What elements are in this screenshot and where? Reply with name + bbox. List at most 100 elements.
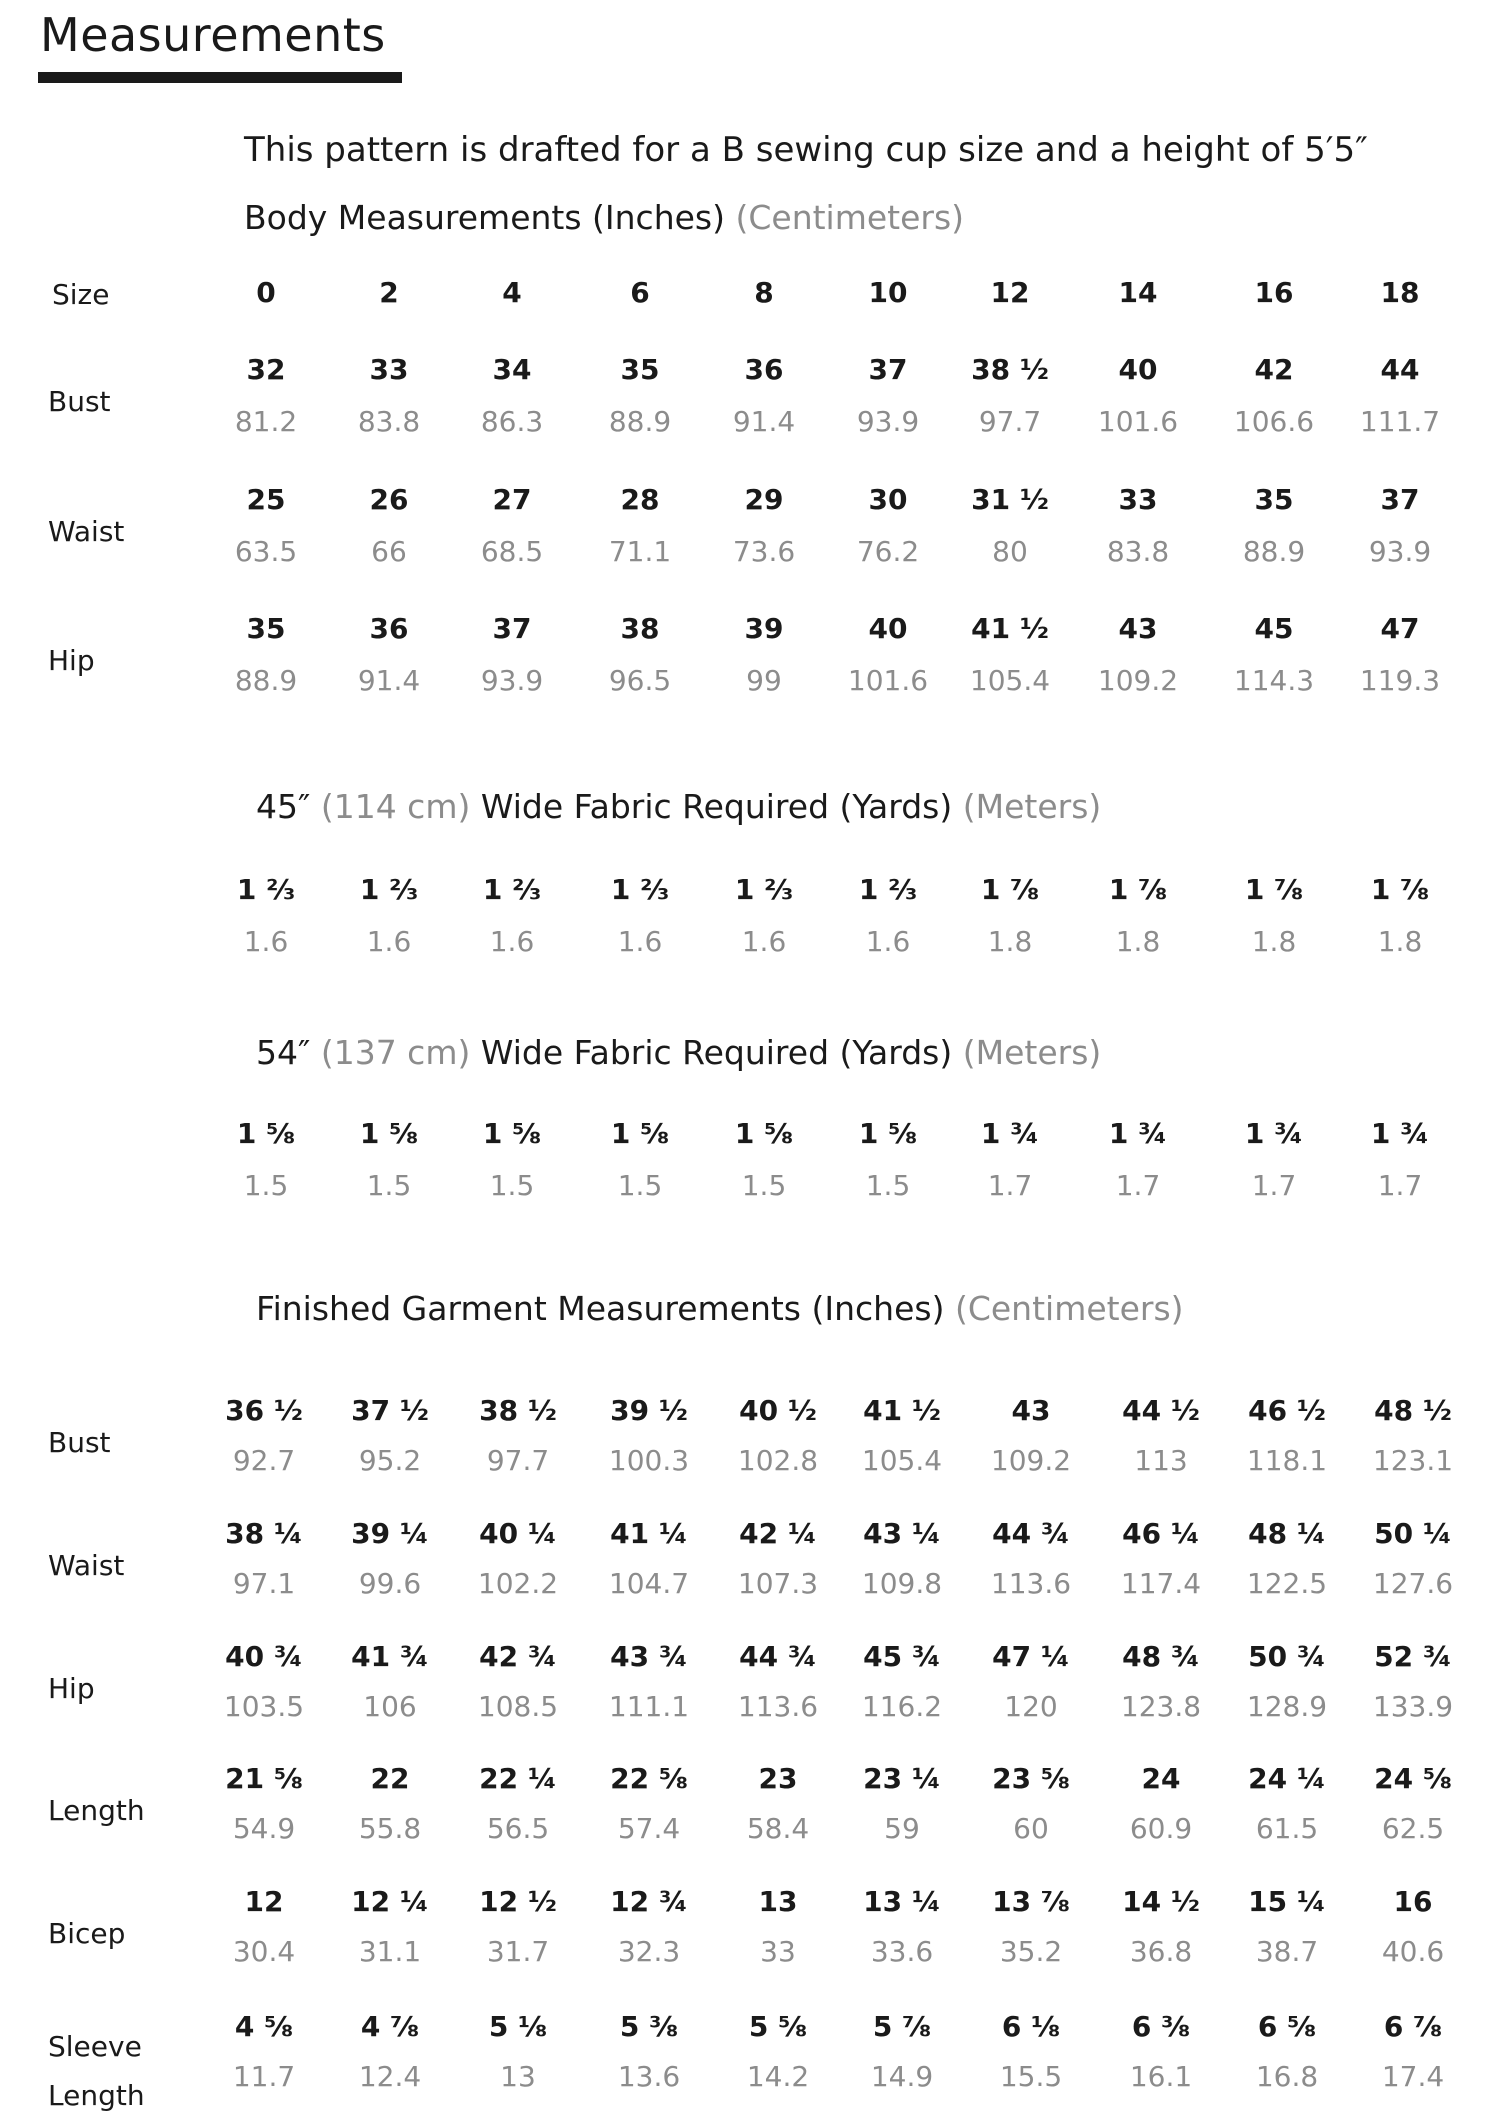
- size-header: 4: [502, 276, 522, 309]
- inches-value: 5 ⅝: [748, 2010, 808, 2043]
- cm-value: 31.7: [486, 1935, 550, 1968]
- cm-value: 38.7: [1255, 1935, 1319, 1968]
- meters-value: 1.8: [1251, 925, 1297, 958]
- inches-value: 23 ⅝: [992, 1762, 1070, 1795]
- yards-value: 1 ¾: [1108, 1117, 1168, 1150]
- cm-value: 111.7: [1359, 405, 1441, 438]
- inches-value: 40 ¾: [225, 1640, 303, 1673]
- size-header: 12: [990, 276, 1030, 309]
- yards-value: 1 ⅝: [734, 1117, 794, 1150]
- row-label: Waist: [48, 1549, 125, 1582]
- cm-value: 68.5: [480, 535, 544, 568]
- body-measurements-heading: Body Measurements (Inches) (Centimeters): [244, 198, 964, 237]
- meters-value: 1.7: [1115, 1169, 1161, 1202]
- yards-value: 1 ⅞: [1370, 873, 1430, 906]
- inches-value: 23: [758, 1762, 798, 1795]
- cm-value: 59: [884, 1812, 920, 1845]
- inches-value: 13 ⅞: [992, 1885, 1070, 1918]
- cm-value: 127.6: [1372, 1567, 1454, 1600]
- inches-value: 48 ½: [1374, 1394, 1452, 1427]
- cm-value: 16.8: [1255, 2060, 1319, 2093]
- inches-value: 52 ¾: [1374, 1640, 1452, 1673]
- cm-value: 88.9: [608, 405, 672, 438]
- cm-value: 104.7: [608, 1567, 690, 1600]
- cm-value: 73.6: [732, 535, 796, 568]
- inches-value: 37: [868, 353, 908, 386]
- inches-value: 36: [744, 353, 784, 386]
- cm-value: 88.9: [1242, 535, 1306, 568]
- inches-value: 46 ½: [1248, 1394, 1326, 1427]
- inches-value: 34: [492, 353, 532, 386]
- yards-value: 1 ⅔: [610, 873, 670, 906]
- inches-value: 43 ¾: [610, 1640, 688, 1673]
- cm-value: 99: [746, 664, 782, 697]
- cm-value: 15.5: [999, 2060, 1063, 2093]
- inches-value: 26: [369, 483, 409, 516]
- inches-value: 38: [620, 612, 660, 645]
- meters-value: 1.5: [489, 1169, 535, 1202]
- inches-value: 44 ¾: [992, 1517, 1070, 1550]
- yards-value: 1 ¾: [1244, 1117, 1304, 1150]
- meters-value: 1.7: [1377, 1169, 1423, 1202]
- title-underline: [38, 72, 402, 83]
- cm-value: 113.6: [990, 1567, 1072, 1600]
- cm-value: 91.4: [732, 405, 796, 438]
- inches-value: 45: [1254, 612, 1294, 645]
- cm-value: 33.6: [870, 1935, 934, 1968]
- yards-value: 1 ⅞: [980, 873, 1040, 906]
- cm-value: 92.7: [232, 1444, 296, 1477]
- inches-value: 46 ¼: [1122, 1517, 1200, 1550]
- cm-value: 81.2: [234, 405, 298, 438]
- inches-value: 12: [244, 1885, 284, 1918]
- cm-value: 117.4: [1120, 1567, 1202, 1600]
- cm-value: 54.9: [232, 1812, 296, 1845]
- cm-value: 58.4: [746, 1812, 810, 1845]
- yards-value: 1 ⅝: [359, 1117, 419, 1150]
- cm-value: 116.2: [861, 1690, 943, 1723]
- cm-value: 63.5: [234, 535, 298, 568]
- inches-value: 6 ⅞: [1383, 2010, 1443, 2043]
- cm-value: 96.5: [608, 664, 672, 697]
- cm-value: 97.7: [978, 405, 1042, 438]
- cm-value: 118.1: [1246, 1444, 1328, 1477]
- meters-value: 1.6: [243, 925, 289, 958]
- inches-value: 31 ½: [971, 483, 1049, 516]
- cm-value: 93.9: [856, 405, 920, 438]
- cm-value: 97.7: [486, 1444, 550, 1477]
- heading-metric: (Centimeters): [735, 198, 965, 237]
- cm-value: 33: [760, 1935, 796, 1968]
- cm-value: 106.6: [1233, 405, 1315, 438]
- fabric-width-metric: (114 cm): [320, 787, 471, 826]
- cm-value: 105.4: [861, 1444, 943, 1477]
- cm-value: 122.5: [1246, 1567, 1328, 1600]
- inches-value: 23 ¼: [863, 1762, 941, 1795]
- row-label: Length: [48, 2079, 145, 2112]
- row-label: Bust: [48, 385, 111, 418]
- inches-value: 43: [1011, 1394, 1051, 1427]
- inches-value: 22 ¼: [479, 1762, 557, 1795]
- inches-value: 5 ⅞: [872, 2010, 932, 2043]
- size-header: 8: [754, 276, 774, 309]
- meters-value: 1.6: [617, 925, 663, 958]
- meters-value: 1.5: [741, 1169, 787, 1202]
- inches-value: 40: [868, 612, 908, 645]
- inches-value: 38 ½: [971, 353, 1049, 386]
- inches-value: 5 ⅜: [619, 2010, 679, 2043]
- inches-value: 41 ¾: [351, 1640, 429, 1673]
- meters-value: 1.6: [489, 925, 535, 958]
- meters-value: 1.8: [1115, 925, 1161, 958]
- cm-value: 99.6: [358, 1567, 422, 1600]
- cm-value: 86.3: [480, 405, 544, 438]
- cm-value: 80: [992, 535, 1028, 568]
- size-label: Size: [52, 278, 110, 311]
- row-label: Length: [48, 1794, 145, 1827]
- inches-value: 22 ⅝: [610, 1762, 688, 1795]
- cm-value: 111.1: [608, 1690, 690, 1723]
- inches-value: 43: [1118, 612, 1158, 645]
- cm-value: 88.9: [234, 664, 298, 697]
- cm-value: 31.1: [358, 1935, 422, 1968]
- cm-value: 103.5: [223, 1690, 305, 1723]
- cm-value: 93.9: [480, 664, 544, 697]
- inches-value: 40 ¼: [479, 1517, 557, 1550]
- heading-inches: Body Measurements (Inches): [244, 198, 725, 237]
